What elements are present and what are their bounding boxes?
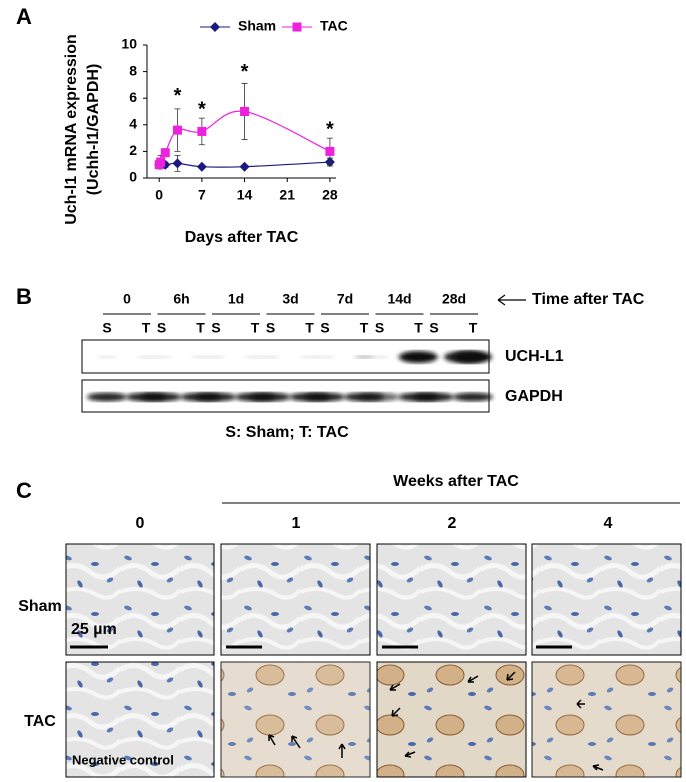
lane-label: T — [305, 320, 314, 336]
significance-mark: * — [326, 118, 334, 140]
band — [359, 392, 400, 402]
y-tick-label: 8 — [129, 62, 137, 78]
lane-label: S — [375, 320, 384, 336]
panel-label: B — [16, 284, 32, 309]
band — [87, 392, 127, 402]
lane-time: 6h — [173, 291, 189, 307]
panel-label: C — [16, 478, 32, 503]
lane-time: 14d — [387, 291, 411, 307]
band — [190, 355, 211, 359]
lane-time: 0 — [123, 291, 131, 307]
band — [151, 355, 172, 359]
blot-caption: S: Sham; T: TAC — [225, 424, 349, 441]
legend-marker — [292, 22, 302, 32]
data-point — [172, 158, 183, 169]
data-point — [240, 107, 250, 116]
lane-label: T — [469, 320, 478, 336]
column-label: 2 — [448, 515, 457, 532]
lane-label: S — [266, 320, 275, 336]
band — [453, 392, 493, 402]
y-tick-label: 2 — [129, 142, 137, 158]
band-label: UCH-L1 — [505, 348, 564, 365]
band — [299, 355, 320, 359]
y-axis-label: Uch-l1 mRNA expression — [63, 34, 80, 225]
lane-label: T — [251, 320, 260, 336]
band — [141, 392, 182, 402]
lane-label: T — [414, 320, 423, 336]
band — [136, 355, 156, 359]
band-label: GAPDH — [505, 388, 563, 405]
band — [97, 355, 117, 359]
lane-label: T — [142, 320, 151, 336]
y-tick-label: 6 — [129, 89, 137, 105]
data-point — [239, 161, 250, 172]
band — [369, 355, 390, 359]
column-label: 4 — [604, 515, 613, 532]
band — [250, 392, 291, 402]
row-label: Sham — [18, 598, 62, 615]
histology-title: Weeks after TAC — [393, 473, 519, 490]
y-tick-label: 10 — [121, 36, 137, 52]
x-tick-label: 28 — [322, 187, 338, 203]
x-tick-label: 14 — [237, 187, 253, 203]
y-axis-label: (Uchh-l1/GAPDH) — [85, 64, 102, 196]
lane-time: 28d — [442, 291, 466, 307]
time-arrow — [497, 294, 526, 306]
band — [424, 355, 444, 359]
column-label: 0 — [136, 515, 145, 532]
data-point — [196, 161, 207, 172]
lane-label: T — [196, 320, 205, 336]
time-label: Time after TAC — [532, 291, 645, 308]
lane-label: S — [102, 320, 111, 336]
lane-label: T — [360, 320, 369, 336]
lane-label: S — [211, 320, 220, 336]
lane-label: S — [320, 320, 329, 336]
band — [245, 355, 265, 359]
lane-label: S — [429, 320, 438, 336]
lane-time: 3d — [282, 291, 298, 307]
significance-mark: * — [198, 98, 206, 120]
band — [354, 355, 374, 359]
x-axis-label: Days after TAC — [185, 229, 299, 246]
lane-time: 7d — [337, 291, 353, 307]
x-tick-label: 0 — [155, 187, 163, 203]
data-point — [160, 148, 170, 158]
legend-marker — [210, 22, 220, 32]
legend-label: TAC — [320, 18, 348, 34]
band — [454, 351, 492, 363]
lane-time: 1d — [228, 291, 244, 307]
data-point — [325, 146, 335, 156]
scale-bar-label: 25 µm — [71, 621, 117, 638]
band — [260, 355, 281, 359]
x-tick-label: 7 — [198, 187, 206, 203]
x-tick-label: 21 — [279, 187, 295, 203]
row-label: TAC — [24, 713, 56, 730]
panel-label: A — [16, 4, 32, 29]
data-point — [172, 125, 182, 135]
band — [196, 392, 236, 402]
band — [315, 355, 335, 359]
significance-mark: * — [174, 85, 182, 107]
negative-control-label: Negative control — [72, 752, 174, 767]
lane-label: S — [157, 320, 166, 336]
data-point — [197, 126, 207, 136]
data-point — [156, 157, 166, 167]
band — [206, 355, 226, 359]
legend-label: Sham — [238, 18, 276, 34]
blot-bands — [87, 351, 493, 402]
band — [414, 392, 454, 402]
band — [305, 392, 345, 402]
column-label: 1 — [292, 515, 301, 532]
y-tick-label: 0 — [129, 169, 137, 185]
band — [399, 351, 438, 363]
y-tick-label: 4 — [129, 116, 137, 132]
significance-mark: * — [241, 61, 249, 83]
histology-images — [65, 543, 682, 778]
